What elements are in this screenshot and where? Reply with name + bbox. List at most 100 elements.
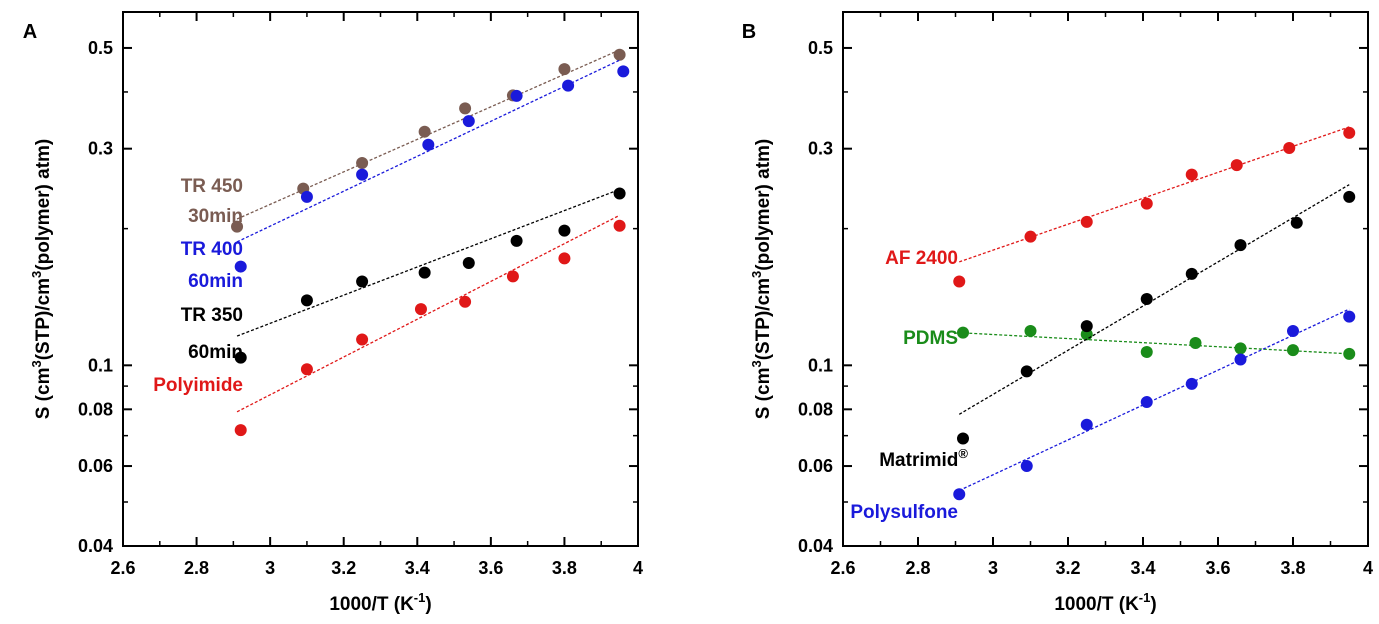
data-point [459, 295, 472, 308]
data-point [558, 252, 571, 265]
y-tick-label: 0.1 [88, 355, 113, 375]
data-point [558, 63, 571, 76]
y-tick-label: 0.04 [78, 536, 113, 556]
data-point [422, 138, 435, 151]
series-label: PDMS [903, 328, 958, 349]
data-point [1343, 190, 1356, 203]
data-point [414, 303, 427, 316]
data-point [1283, 142, 1296, 155]
x-tick-label: 3.6 [1205, 558, 1230, 578]
y-axis-label: S (cm3(STP)/cm3(polymer) atm) [749, 139, 774, 420]
x-tick-label: 3 [265, 558, 275, 578]
x-tick-label: 3.4 [1130, 558, 1155, 578]
data-point [953, 275, 966, 288]
x-tick-label: 2.8 [905, 558, 930, 578]
fit-line [959, 332, 1350, 355]
fit-line [958, 184, 1350, 415]
data-point [1140, 292, 1153, 305]
data-point [613, 187, 626, 200]
x-tick-label: 3 [988, 558, 998, 578]
data-point [1080, 215, 1093, 228]
panel-a: A 2.6 2.8 3 3.2 3.4 3.6 3.8 4 0.04 0.06 0.08 0.1 0.3 0… [23, 11, 643, 615]
data-point [1230, 159, 1243, 172]
data-point [1020, 460, 1033, 473]
panel-b: B 2.6 2.8 3 3.2 3.4 3.6 3.8 4 0.04 0.06 0.08 0.1 0.3 0… [742, 11, 1373, 615]
data-point [510, 234, 523, 247]
x-tick-label: 3.2 [331, 558, 356, 578]
x-axis-label: 1000/T (K-1) [1054, 590, 1156, 615]
series-label: 30min [188, 206, 243, 227]
data-point [459, 102, 472, 115]
series-tr-350-60min: TR 350 60min [181, 187, 626, 364]
x-tick-label: 3.8 [1280, 558, 1305, 578]
series-label: TR 450 [181, 176, 243, 197]
data-point [418, 266, 431, 279]
data-point [1343, 347, 1356, 360]
series-label: 60min [188, 342, 243, 363]
x-tick-label: 2.6 [830, 558, 855, 578]
data-point [1185, 168, 1198, 181]
series-polyimide: Polyimide [153, 214, 626, 437]
data-point [1020, 365, 1033, 378]
data-point [510, 89, 523, 102]
series-label: TR 400 [181, 239, 243, 260]
series-label: Matrimid® [879, 446, 968, 471]
data-point [300, 190, 313, 203]
x-axis-label: 1000/T (K-1) [329, 590, 431, 615]
x-tick-label: 3.8 [552, 558, 577, 578]
y-tick-label: 0.04 [798, 536, 833, 556]
data-point [1343, 310, 1356, 323]
data-point [957, 326, 969, 339]
data-point [462, 115, 475, 128]
data-point [1287, 344, 1299, 357]
y-tick-label: 0.06 [78, 456, 113, 476]
y-tick-label: 0.3 [88, 139, 113, 159]
series-label: 60min [188, 271, 243, 292]
x-tick-label: 2.8 [184, 558, 209, 578]
series-label: TR 350 [181, 305, 243, 326]
y-tick-label: 0.06 [798, 456, 833, 476]
data-point [953, 488, 966, 501]
x-tick-label: 4 [633, 558, 643, 578]
data-point [1140, 396, 1153, 409]
data-point [1140, 345, 1153, 358]
data-point [300, 363, 313, 376]
x-tick-label: 2.6 [110, 558, 135, 578]
y-tick-label: 0.08 [798, 399, 833, 419]
data-point [558, 224, 571, 237]
y-axis-label: S (cm3(STP)/cm3(polymer) atm) [29, 139, 54, 420]
data-point [613, 219, 626, 232]
fit-line [236, 59, 620, 243]
data-point [356, 168, 369, 181]
data-point [1024, 230, 1037, 243]
data-point [1234, 353, 1247, 366]
data-point [1140, 197, 1153, 210]
data-point [356, 275, 369, 288]
data-point [234, 351, 247, 364]
x-tick-label: 3.2 [1055, 558, 1080, 578]
data-point [234, 424, 247, 437]
y-tick-label: 0.5 [88, 38, 113, 58]
x-tick-label: 3.4 [405, 558, 430, 578]
series-pdms: PDMS [903, 325, 1356, 360]
y-tick-label: 0.5 [808, 38, 833, 58]
fit-line [236, 214, 620, 413]
panel-label: B [742, 21, 756, 43]
fit-line [959, 126, 1350, 263]
series-matrimid: Matrimid® [879, 184, 1356, 471]
data-point [1343, 126, 1356, 139]
data-point [462, 257, 475, 270]
data-point [617, 65, 630, 78]
data-point [957, 432, 969, 445]
data-point [356, 156, 369, 169]
y-tick-label: 0.1 [808, 355, 833, 375]
data-point [1290, 216, 1303, 229]
data-point [1189, 336, 1202, 349]
x-tick-label: 4 [1363, 558, 1373, 578]
x-tick-label: 3.6 [478, 558, 503, 578]
y-tick-label: 0.08 [78, 399, 113, 419]
data-point [1185, 267, 1198, 280]
data-point [1080, 418, 1093, 431]
data-point [300, 294, 313, 307]
